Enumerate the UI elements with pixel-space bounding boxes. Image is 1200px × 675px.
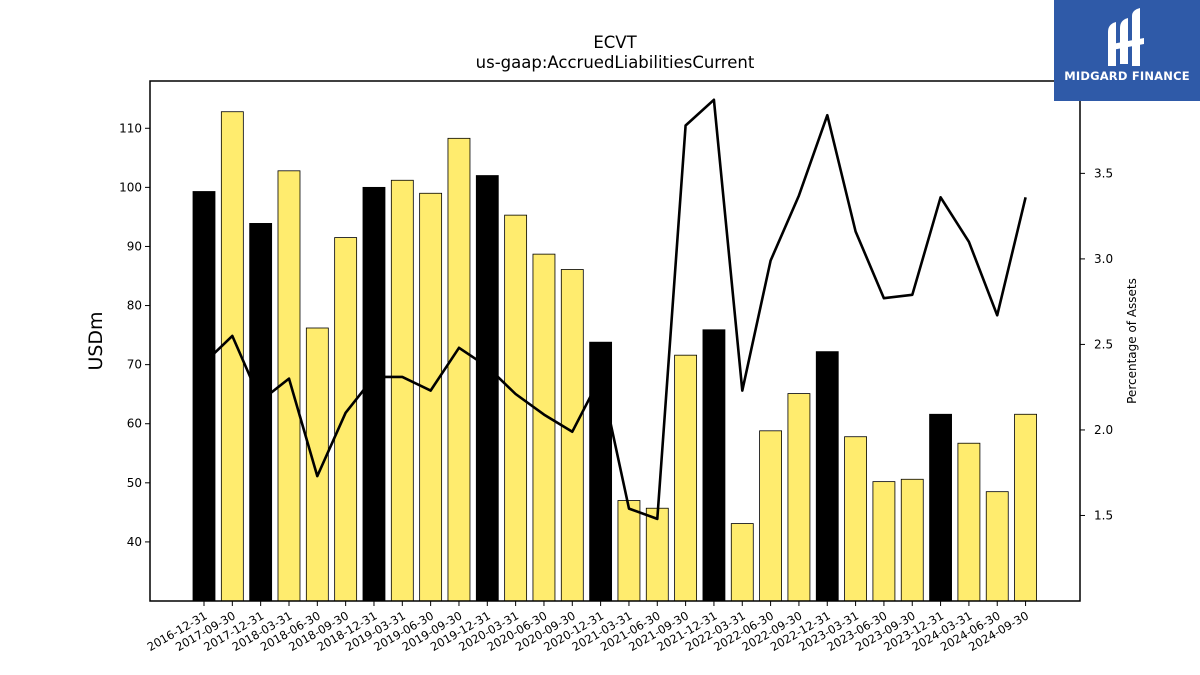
y-tick-label: 100 bbox=[119, 180, 142, 194]
plot-frame bbox=[149, 80, 1081, 602]
bar-2021-09-30 bbox=[674, 354, 698, 602]
bar-2018-06-30 bbox=[305, 327, 329, 602]
right-axis: 1.5 2.0 2.5 3.0 3.5 bbox=[1080, 166, 1113, 522]
bar-2019-06-30 bbox=[419, 192, 443, 602]
bar-2019-09-30 bbox=[447, 137, 471, 602]
y2-tick-label: 1.5 bbox=[1094, 508, 1113, 522]
bar-2020-03-31 bbox=[504, 214, 528, 602]
bar-2017-12-31 bbox=[249, 223, 273, 602]
y2-axis-label: Percentage of Assets bbox=[1125, 278, 1139, 404]
y2-tick-label: 2.5 bbox=[1094, 337, 1113, 351]
bar-2024-03-31 bbox=[957, 442, 981, 602]
bar-2018-09-30 bbox=[334, 237, 358, 602]
y-tick-label: 50 bbox=[127, 476, 142, 490]
bar-2024-09-30 bbox=[1014, 413, 1037, 602]
bar-2022-12-31 bbox=[815, 351, 839, 602]
bar-2021-03-31 bbox=[617, 500, 641, 602]
logo-text: MIDGARD FINANCE bbox=[1064, 69, 1190, 83]
y2-tick-label: 2.0 bbox=[1094, 423, 1113, 437]
bar-2018-12-31 bbox=[362, 186, 386, 602]
bar-2023-03-31 bbox=[844, 436, 867, 602]
chart-title: ECVT bbox=[593, 33, 637, 52]
bar-2023-06-30 bbox=[872, 481, 896, 602]
bar-2024-06-30 bbox=[985, 491, 1009, 602]
y-tick-label: 90 bbox=[127, 239, 142, 253]
bar-2022-03-31 bbox=[730, 523, 754, 602]
y-tick-label: 70 bbox=[127, 358, 142, 372]
bar-2021-06-30 bbox=[645, 507, 669, 602]
bar-2020-06-30 bbox=[532, 253, 556, 602]
y2-tick-label: 3.0 bbox=[1094, 252, 1113, 266]
y-tick-label: 60 bbox=[127, 417, 142, 431]
logo: MIDGARD FINANCE bbox=[1054, 0, 1200, 101]
bars-group bbox=[192, 111, 1037, 602]
bar-2023-12-31 bbox=[929, 413, 952, 602]
bar-2019-03-31 bbox=[390, 179, 414, 602]
midgard-logo-icon bbox=[1108, 8, 1144, 66]
y-tick-label: 40 bbox=[127, 535, 142, 549]
y-tick-label: 110 bbox=[119, 121, 142, 135]
bar-2020-09-30 bbox=[560, 269, 584, 602]
chart-subtitle: us-gaap:AccruedLiabilitiesCurrent bbox=[476, 53, 755, 72]
y2-tick-label: 3.5 bbox=[1094, 166, 1113, 180]
bar-2021-12-31 bbox=[702, 329, 726, 602]
bar-2016-12-31 bbox=[192, 191, 216, 602]
left-axis: 40 50 60 70 80 90 100 110 bbox=[119, 121, 150, 549]
y-axis-label: USDm bbox=[85, 311, 107, 370]
bar-2022-09-30 bbox=[787, 393, 811, 602]
x-axis: 2016-12-312017-09-302017-12-312018-03-31… bbox=[145, 601, 1031, 654]
percentage-line bbox=[203, 98, 1027, 521]
bar-2022-06-30 bbox=[759, 430, 782, 602]
bar-2019-12-31 bbox=[475, 175, 499, 602]
bar-2023-09-30 bbox=[900, 478, 924, 602]
line-group bbox=[203, 98, 1027, 521]
y-tick-label: 80 bbox=[127, 299, 142, 313]
